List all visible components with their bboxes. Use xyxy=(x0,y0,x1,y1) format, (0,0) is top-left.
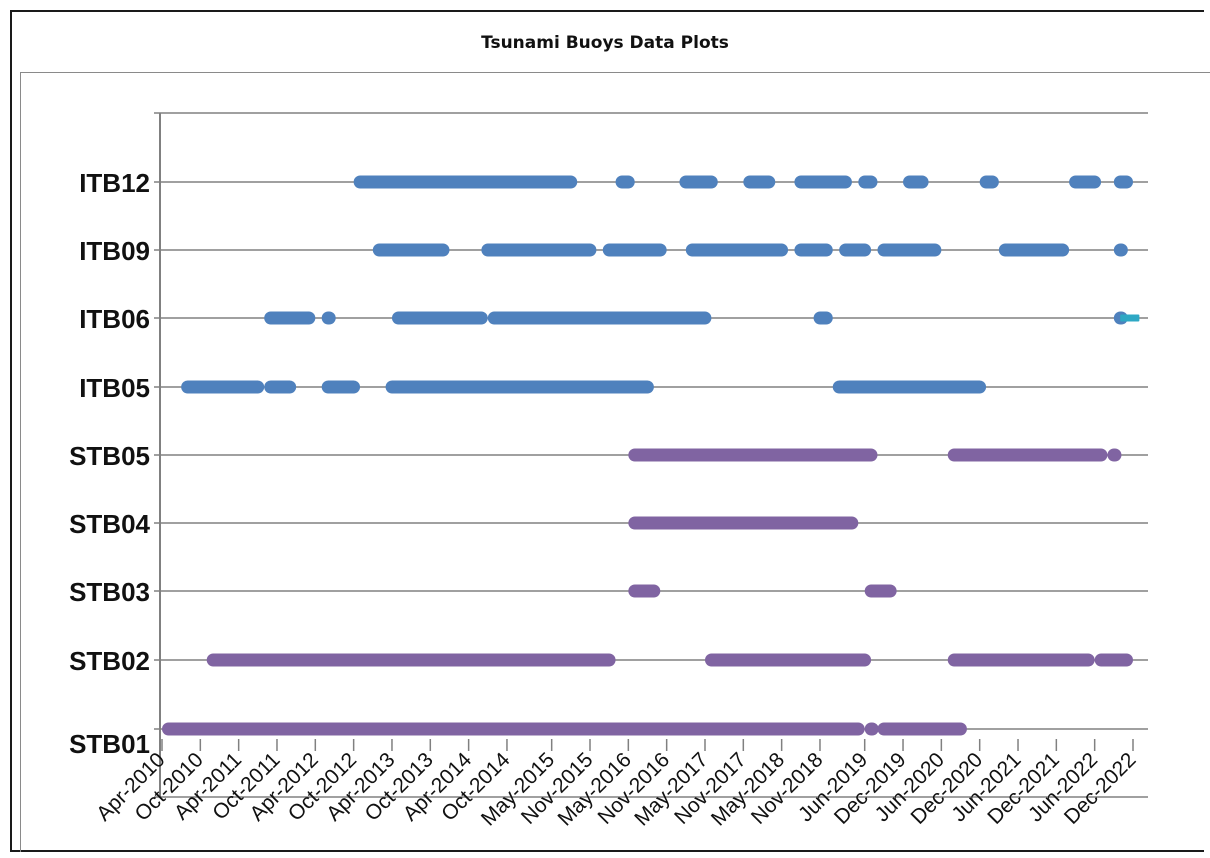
chart-title: Tsunami Buoys Data Plots xyxy=(481,33,729,53)
y-label-itb12: ITB12 xyxy=(79,168,150,198)
segment-itb12-8 xyxy=(1069,175,1102,189)
segment-itb09-5 xyxy=(839,243,872,257)
segment-itb05-1 xyxy=(264,380,297,394)
segment-itb12-6 xyxy=(903,175,929,189)
segment-itb06-4 xyxy=(813,311,833,325)
segment-stb03-1 xyxy=(864,584,897,598)
segment-itb06-recent-0 xyxy=(1120,314,1140,322)
segment-itb12-7 xyxy=(979,175,999,189)
segment-itb06-3 xyxy=(487,311,712,325)
segment-itb06-2 xyxy=(391,311,488,325)
segment-stb01-0 xyxy=(162,722,865,736)
segment-itb09-2 xyxy=(602,243,667,257)
segment-itb09-3 xyxy=(685,243,789,257)
segment-stb05-0 xyxy=(628,448,878,462)
segment-itb12-5 xyxy=(858,175,878,189)
y-label-stb01: STB01 xyxy=(69,729,150,759)
segment-itb06-1 xyxy=(321,311,336,325)
segment-itb05-2 xyxy=(321,380,361,394)
y-label-itb06: ITB06 xyxy=(79,304,150,334)
segment-stb04-0 xyxy=(628,516,859,530)
y-label-stb02: STB02 xyxy=(69,646,150,676)
x-axis-labels: Apr-2010Oct-2010Apr-2011Oct-2011Apr-2012… xyxy=(92,748,1140,831)
segment-itb09-8 xyxy=(1113,243,1128,257)
segment-itb09-1 xyxy=(481,243,597,257)
segment-stb05-2 xyxy=(1107,448,1122,462)
segment-itb05-0 xyxy=(181,380,265,394)
segment-stb01-1 xyxy=(864,722,879,736)
segment-stb02-1 xyxy=(704,653,872,667)
y-label-stb03: STB03 xyxy=(69,577,150,607)
segment-itb05-4 xyxy=(832,380,987,394)
segment-itb09-4 xyxy=(794,243,833,257)
y-label-itb09: ITB09 xyxy=(79,236,150,266)
y-label-stb04: STB04 xyxy=(69,509,150,539)
chart-frame xyxy=(10,10,1204,852)
y-label-itb05: ITB05 xyxy=(79,373,150,403)
segment-itb12-2 xyxy=(679,175,718,189)
segment-itb12-9 xyxy=(1113,175,1133,189)
plot-area-border xyxy=(20,72,1210,852)
segment-stb01-2 xyxy=(877,722,967,736)
segment-stb03-0 xyxy=(628,584,661,598)
segments-layer xyxy=(162,175,1140,736)
segment-stb02-3 xyxy=(1094,653,1133,667)
segment-itb05-3 xyxy=(385,380,654,394)
segment-itb12-1 xyxy=(615,175,635,189)
segment-itb09-0 xyxy=(372,243,450,257)
segment-stb02-0 xyxy=(206,653,616,667)
segment-stb05-1 xyxy=(947,448,1108,462)
segment-itb12-4 xyxy=(794,175,852,189)
segment-itb12-3 xyxy=(743,175,776,189)
segment-itb12-0 xyxy=(353,175,578,189)
y-label-stb05: STB05 xyxy=(69,441,150,471)
segment-itb06-0 xyxy=(264,311,316,325)
segment-itb09-7 xyxy=(998,243,1070,257)
segment-stb02-2 xyxy=(947,653,1095,667)
y-axis-labels: ITB12 ITB09 ITB06 ITB05 STB05 STB04 STB03 STB02… xyxy=(69,168,150,759)
segment-itb09-6 xyxy=(877,243,942,257)
